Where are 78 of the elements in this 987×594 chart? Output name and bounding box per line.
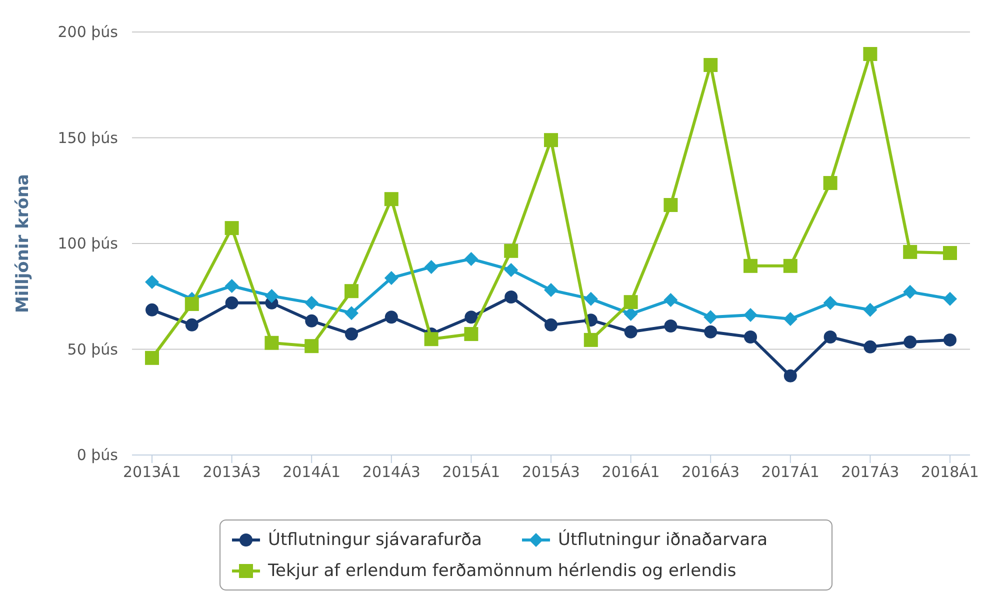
legend-label: Útflutningur iðnaðarvara bbox=[558, 529, 768, 550]
y-tick-label: 200 þús bbox=[58, 23, 118, 41]
point bbox=[184, 296, 199, 311]
point bbox=[304, 339, 319, 354]
point bbox=[424, 332, 438, 346]
x-tick-label: 2016Á3 bbox=[682, 463, 740, 481]
x-tick-label: 2014Á3 bbox=[362, 463, 420, 481]
point bbox=[664, 292, 678, 307]
point bbox=[464, 252, 478, 266]
point bbox=[424, 260, 438, 274]
point bbox=[943, 292, 957, 306]
point bbox=[464, 327, 478, 342]
x-tick-label: 2017Á3 bbox=[841, 463, 900, 481]
point bbox=[744, 258, 758, 273]
point bbox=[305, 314, 318, 328]
x-tick-label: 2016Á1 bbox=[602, 463, 660, 481]
x-tick-label: 2015Á1 bbox=[442, 463, 500, 481]
point bbox=[544, 318, 558, 332]
point bbox=[224, 279, 239, 294]
point bbox=[823, 296, 838, 310]
y-tick-label: 50 þús bbox=[67, 340, 118, 358]
point bbox=[344, 306, 358, 320]
point bbox=[863, 46, 878, 61]
y-tick-label: 150 þús bbox=[58, 128, 118, 147]
point bbox=[704, 325, 718, 338]
point bbox=[864, 340, 877, 354]
point bbox=[225, 296, 238, 310]
legend-label: Tekjur af erlendum ferðamönnum hérlendis og erlendis bbox=[267, 561, 736, 581]
point bbox=[584, 332, 598, 347]
point bbox=[704, 310, 718, 324]
legend-label: Útflutningur sjávarafurða bbox=[268, 529, 482, 550]
point bbox=[384, 270, 398, 285]
point bbox=[584, 292, 598, 306]
y-tick-label: 0 þús bbox=[76, 446, 118, 464]
x-tick-label: 2018Á1 bbox=[921, 463, 979, 481]
point bbox=[264, 288, 279, 303]
point bbox=[664, 198, 678, 212]
point bbox=[185, 318, 198, 332]
x-tick-label: 2014Á1 bbox=[282, 463, 341, 481]
y-tick-label: 100 þús bbox=[58, 234, 118, 252]
point bbox=[624, 295, 638, 310]
point bbox=[784, 369, 797, 382]
point bbox=[224, 221, 239, 236]
point bbox=[544, 283, 558, 298]
point bbox=[664, 319, 678, 332]
point bbox=[145, 274, 159, 289]
point bbox=[344, 284, 358, 298]
point bbox=[904, 336, 917, 349]
point bbox=[504, 244, 518, 258]
point bbox=[783, 258, 798, 273]
point bbox=[823, 176, 838, 190]
point bbox=[744, 308, 758, 322]
point bbox=[504, 262, 518, 277]
x-tick-label: 2013Á1 bbox=[123, 463, 181, 481]
y-axis-title: Milljónir króna bbox=[13, 174, 33, 314]
point bbox=[744, 330, 757, 344]
point bbox=[146, 303, 158, 316]
point bbox=[384, 310, 398, 324]
point bbox=[944, 333, 956, 346]
point bbox=[464, 310, 478, 324]
point bbox=[264, 336, 279, 350]
point bbox=[345, 328, 358, 341]
point bbox=[783, 312, 798, 326]
x-tick-label: 2015Á3 bbox=[522, 463, 580, 481]
point bbox=[824, 330, 837, 344]
point bbox=[384, 192, 398, 206]
x-tick-label: 2013Á3 bbox=[202, 463, 261, 481]
point bbox=[943, 246, 957, 260]
point bbox=[304, 296, 319, 310]
point bbox=[903, 244, 918, 259]
point bbox=[145, 350, 159, 365]
point bbox=[903, 284, 918, 299]
point bbox=[624, 325, 638, 338]
point bbox=[504, 290, 518, 304]
point bbox=[544, 133, 558, 148]
point bbox=[863, 302, 878, 317]
x-tick-label: 2017Á1 bbox=[761, 463, 820, 481]
point bbox=[704, 58, 718, 72]
